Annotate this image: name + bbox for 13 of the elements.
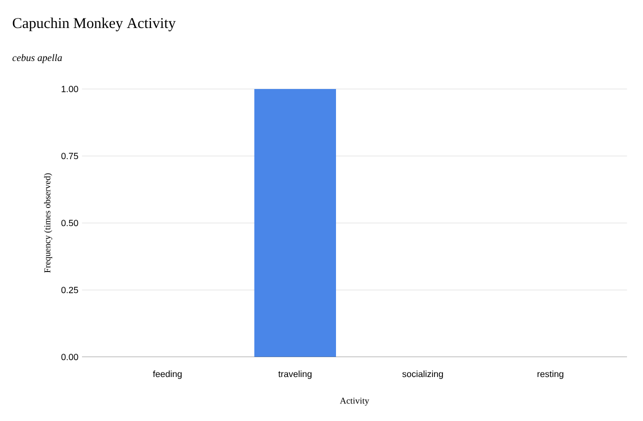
y-tick-label: 0.50 xyxy=(61,220,78,226)
chart-subtitle: cebus apella xyxy=(12,54,62,64)
x-axis-title: Activity xyxy=(340,398,370,406)
x-tick-label: traveling xyxy=(278,370,312,379)
y-axis-title: Frequency (times observed) xyxy=(44,173,52,273)
y-tick-label: 0.00 xyxy=(61,354,78,360)
x-tick-label: resting xyxy=(538,370,564,379)
x-tick-label: socializing xyxy=(402,370,443,379)
y-tick-label: 0.25 xyxy=(61,286,78,294)
y-tick-label: 1.00 xyxy=(62,86,78,92)
y-tick-label: 0.75 xyxy=(61,152,78,160)
chart-title: Capuchin Monkey Activity xyxy=(12,18,176,32)
x-tick-label: feeding xyxy=(152,370,182,379)
